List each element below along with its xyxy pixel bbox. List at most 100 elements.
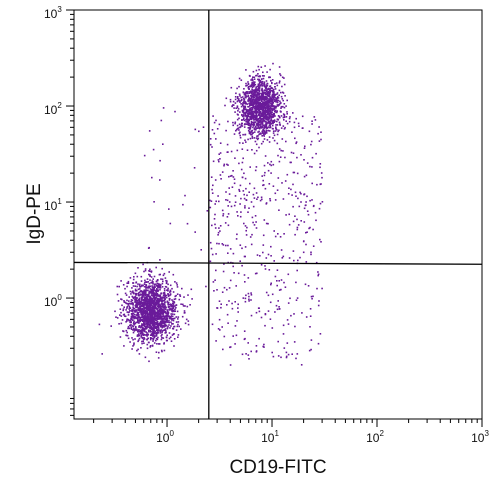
event-dot <box>218 123 221 126</box>
event-dot <box>179 294 181 296</box>
event-dot <box>274 192 277 195</box>
event-dot <box>247 121 249 124</box>
event-dot <box>244 114 247 117</box>
event-dot <box>259 119 262 122</box>
event-dot <box>320 131 322 133</box>
event-dot <box>248 106 250 108</box>
event-dot <box>266 114 268 116</box>
event-dot <box>135 306 138 308</box>
event-dot <box>248 99 251 101</box>
event-dot <box>140 309 143 312</box>
event-dot <box>154 317 157 319</box>
event-dot <box>147 294 149 296</box>
event-dot <box>149 275 151 277</box>
event-dot <box>288 120 291 123</box>
event-dot <box>151 344 154 347</box>
y-tick-label: 103 <box>44 5 62 21</box>
event-dot <box>151 301 154 304</box>
event-dot <box>149 290 152 293</box>
event-dot <box>297 197 299 200</box>
event-dot <box>253 78 256 80</box>
x-tick-label: 103 <box>471 429 489 445</box>
event-dot <box>251 135 254 138</box>
event-dot <box>264 171 266 174</box>
event-dot <box>247 105 249 108</box>
event-dot <box>156 338 159 341</box>
event-dot <box>283 106 286 109</box>
event-dot <box>153 285 156 287</box>
event-dot <box>239 95 241 97</box>
event-dot <box>244 177 247 180</box>
event-dot <box>123 301 126 303</box>
event-dot <box>145 322 148 324</box>
event-dot <box>160 278 162 280</box>
event-dot <box>258 86 261 88</box>
event-dot <box>222 214 224 217</box>
event-dot <box>295 357 297 360</box>
event-dot <box>253 85 255 88</box>
event-dot <box>273 108 275 111</box>
event-dot <box>241 114 243 117</box>
event-dot <box>153 313 155 315</box>
event-dot <box>272 105 274 107</box>
event-dot <box>272 89 275 91</box>
event-dot <box>120 322 123 325</box>
event-dot <box>255 143 258 146</box>
event-dot <box>154 323 156 325</box>
event-dot <box>138 300 141 302</box>
event-dot <box>138 303 140 306</box>
event-dot <box>258 337 260 340</box>
event-dot <box>236 105 239 107</box>
event-dot <box>171 304 173 307</box>
event-dot <box>255 101 257 104</box>
event-dot <box>143 342 145 344</box>
event-dot <box>158 283 161 286</box>
event-dot <box>243 197 246 200</box>
event-dot <box>138 337 141 340</box>
event-dot <box>297 259 299 262</box>
event-dot <box>269 318 272 320</box>
event-dot <box>256 272 258 275</box>
event-dot <box>168 299 171 301</box>
event-dot <box>147 315 149 318</box>
event-dot <box>155 284 158 287</box>
event-dot <box>255 119 258 122</box>
event-dot <box>163 289 166 292</box>
event-dot <box>258 81 261 84</box>
event-dot <box>157 315 159 317</box>
event-dot <box>270 160 273 163</box>
event-dot <box>283 83 286 86</box>
event-dot <box>236 106 239 109</box>
event-dot <box>142 294 145 296</box>
event-dot <box>250 350 252 353</box>
event-dot <box>263 82 265 85</box>
event-dot <box>271 109 274 112</box>
event-dot <box>158 284 160 287</box>
event-dot <box>259 115 261 118</box>
event-dot <box>255 106 257 109</box>
event-dot <box>219 158 221 160</box>
event-dot <box>279 73 281 75</box>
event-dot <box>140 293 142 296</box>
event-dot <box>304 145 306 148</box>
event-dot <box>239 244 242 246</box>
event-dot <box>160 338 163 341</box>
event-dot <box>269 126 272 129</box>
event-dot <box>255 114 258 116</box>
event-dot <box>271 82 273 85</box>
event-dot <box>253 187 256 190</box>
event-dot <box>264 126 267 129</box>
event-dot <box>156 297 159 300</box>
event-dot <box>278 89 281 92</box>
event-dot <box>295 142 297 145</box>
event-dot <box>138 326 141 328</box>
event-dot <box>238 142 241 144</box>
plot-frame <box>73 9 483 420</box>
event-dot <box>132 328 135 331</box>
event-dot <box>148 303 151 305</box>
event-dot <box>140 300 142 303</box>
event-dot <box>242 190 245 192</box>
event-dot <box>252 70 255 73</box>
event-dot <box>273 134 276 137</box>
event-dot <box>284 126 286 129</box>
